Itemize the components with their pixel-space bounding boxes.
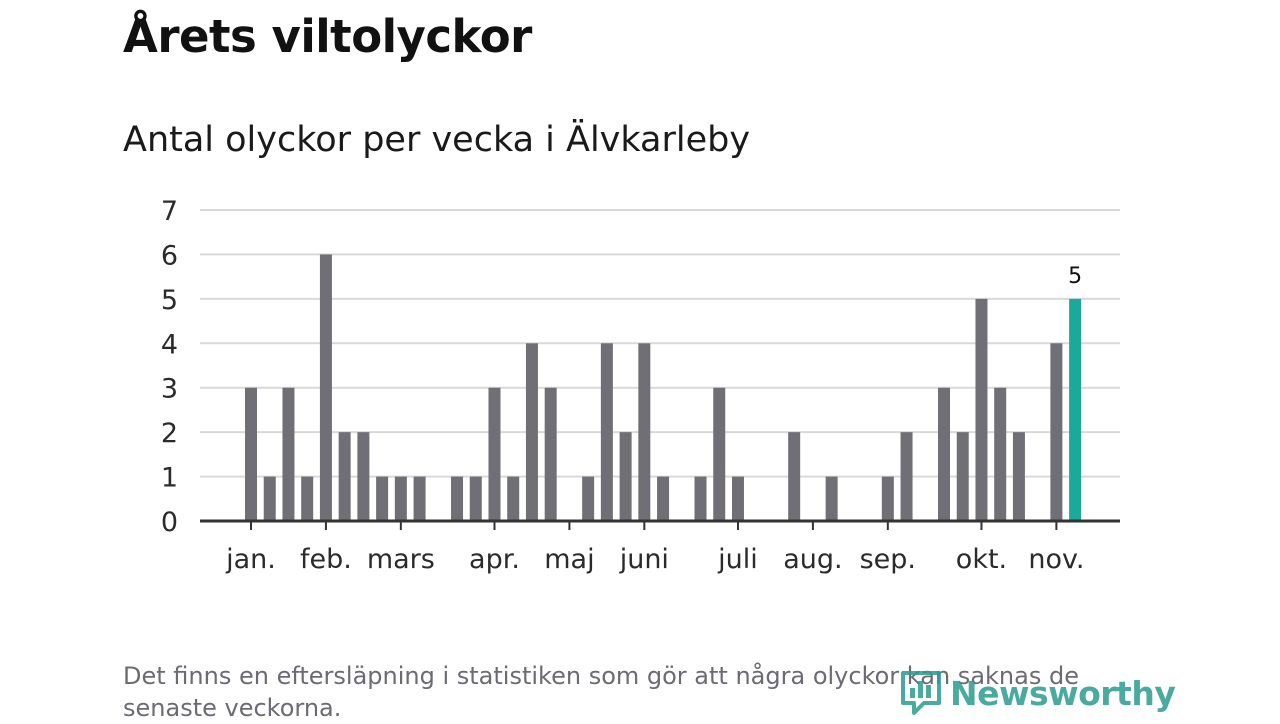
bar	[900, 432, 913, 521]
grid-lines	[200, 209, 1120, 478]
chart-subtitle: Antal olyckor per vecka i Älvkarleby	[123, 120, 751, 160]
bars	[245, 254, 1082, 521]
bar	[788, 432, 801, 521]
bar	[731, 476, 744, 521]
bar	[1050, 343, 1063, 521]
chart-title: Årets viltolyckor	[123, 10, 532, 63]
bar	[713, 387, 726, 521]
month-label: sep.	[860, 544, 916, 575]
month-label: mars	[367, 544, 435, 575]
bar	[657, 476, 670, 521]
y-tick-label: 7	[161, 196, 178, 227]
bar	[994, 387, 1007, 521]
bar	[881, 476, 894, 521]
bar	[619, 432, 632, 521]
month-labels: jan. feb. mars apr. maj juni juli aug. sep. okt. n…	[225, 521, 1084, 575]
month-label: feb.	[300, 544, 352, 575]
bar	[825, 476, 838, 521]
bar	[507, 476, 520, 521]
bar	[282, 387, 295, 521]
bar	[975, 298, 988, 521]
y-tick-label: 6	[161, 240, 178, 271]
newsworthy-logo-text: Newsworthy	[950, 673, 1176, 713]
bar	[582, 476, 595, 521]
y-tick-label: 2	[161, 418, 178, 449]
bar-highlight	[1069, 298, 1082, 521]
bar	[694, 476, 707, 521]
bar	[301, 476, 314, 521]
month-label: maj	[544, 544, 594, 575]
bar	[413, 476, 426, 521]
bar	[394, 476, 407, 521]
month-label: aug.	[783, 544, 842, 575]
bar	[544, 387, 557, 521]
month-label: juni	[619, 544, 669, 575]
bar	[956, 432, 969, 521]
bar	[319, 254, 332, 521]
bar	[376, 476, 389, 521]
bar	[1012, 432, 1025, 521]
bar	[525, 343, 538, 521]
bar	[451, 476, 464, 521]
month-label: okt.	[956, 544, 1007, 575]
month-label: nov.	[1028, 544, 1084, 575]
y-tick-label: 3	[161, 374, 178, 405]
bar	[600, 343, 613, 521]
newsworthy-logo-icon	[901, 671, 941, 715]
bar	[488, 387, 501, 521]
bar	[263, 476, 276, 521]
bar	[469, 476, 482, 521]
value-labels: 5	[1068, 264, 1082, 289]
y-tick-label: 1	[161, 463, 178, 494]
bar	[638, 343, 651, 521]
month-label: apr.	[469, 544, 520, 575]
bar	[357, 432, 370, 521]
highlight-value-label: 5	[1068, 264, 1082, 289]
bar	[938, 387, 951, 521]
month-label: juli	[717, 544, 758, 575]
y-tick-label: 5	[161, 285, 178, 316]
bar	[338, 432, 351, 521]
y-tick-label: 0	[161, 507, 178, 538]
newsworthy-logo: Newsworthy	[900, 668, 1176, 718]
y-tick-label: 4	[161, 329, 178, 360]
bar	[245, 387, 257, 521]
month-label: jan.	[225, 544, 276, 575]
y-tick-labels: 0 1 2 3 4 5 6 7	[161, 196, 178, 538]
